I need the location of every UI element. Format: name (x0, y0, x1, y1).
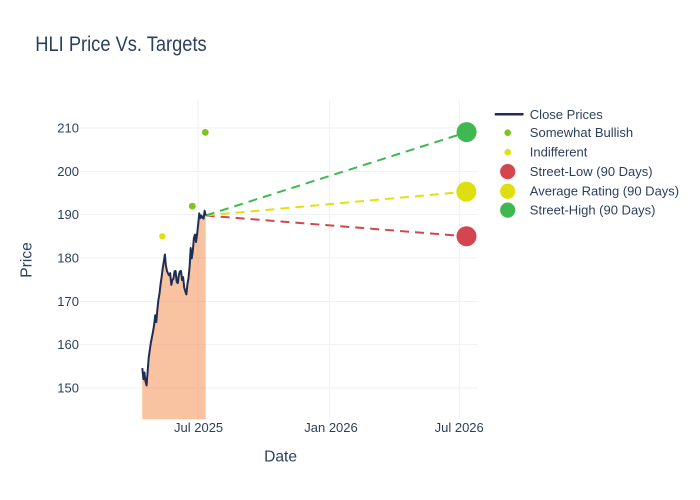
svg-text:Street-High (90 Days): Street-High (90 Days) (530, 203, 656, 218)
svg-text:Street-Low (90 Days): Street-Low (90 Days) (530, 164, 653, 179)
svg-text:200: 200 (57, 164, 79, 179)
svg-text:170: 170 (57, 294, 79, 309)
svg-text:150: 150 (57, 381, 79, 396)
svg-text:160: 160 (57, 337, 79, 352)
svg-text:Somewhat Bullish: Somewhat Bullish (530, 125, 633, 140)
svg-text:Average Rating (90 Days): Average Rating (90 Days) (530, 184, 679, 199)
svg-text:HLI Price Vs. Targets: HLI Price Vs. Targets (35, 33, 206, 56)
svg-text:210: 210 (57, 121, 79, 136)
svg-text:Jul 2026: Jul 2026 (435, 420, 484, 435)
svg-text:180: 180 (57, 251, 79, 266)
svg-text:Close Prices: Close Prices (530, 107, 603, 122)
svg-text:Price: Price (19, 242, 36, 278)
svg-text:Jan 2026: Jan 2026 (304, 420, 358, 435)
svg-text:Jul 2025: Jul 2025 (174, 420, 223, 435)
svg-text:190: 190 (57, 207, 79, 222)
svg-text:Indifferent: Indifferent (530, 145, 588, 160)
svg-text:Date: Date (264, 449, 297, 466)
